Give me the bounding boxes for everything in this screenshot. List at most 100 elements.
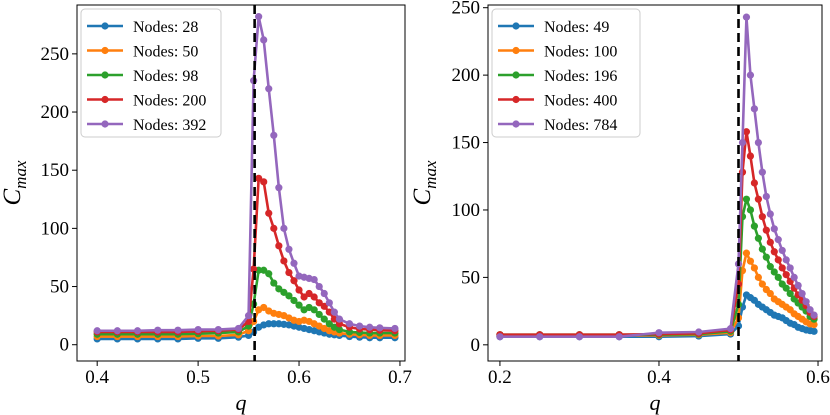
data-point xyxy=(305,289,313,298)
y-tick-label: 0 xyxy=(60,335,70,356)
data-point xyxy=(758,168,766,176)
data-point xyxy=(746,206,755,214)
data-point xyxy=(798,289,806,298)
data-point xyxy=(330,315,338,323)
x-tick-label: 0.4 xyxy=(85,367,109,388)
y-tick-label: 50 xyxy=(50,277,69,298)
data-point xyxy=(154,326,162,334)
data-point xyxy=(315,299,323,307)
data-point xyxy=(615,333,623,341)
data-point xyxy=(726,325,735,333)
data-point xyxy=(320,302,328,310)
legend-label: Nodes: 200 xyxy=(133,93,206,110)
data-point xyxy=(250,265,258,273)
x-tick-label: 0.7 xyxy=(388,367,412,388)
data-point xyxy=(290,296,298,305)
series-line xyxy=(97,177,395,334)
data-point xyxy=(270,279,278,287)
data-point xyxy=(762,226,770,234)
data-point xyxy=(265,320,273,328)
legend-label: Nodes: 98 xyxy=(133,68,198,85)
series-nodes-200 xyxy=(93,174,399,336)
data-point xyxy=(320,289,328,298)
data-point xyxy=(794,281,802,290)
data-point xyxy=(265,270,273,278)
data-point xyxy=(325,320,333,328)
data-point xyxy=(782,271,790,279)
data-point xyxy=(315,310,323,319)
data-point xyxy=(810,311,818,319)
data-point xyxy=(746,152,755,160)
data-point xyxy=(275,242,283,250)
data-point xyxy=(214,325,222,334)
plot-frame xyxy=(76,4,406,362)
y-axis-label: Cmax xyxy=(409,160,440,205)
legend-label: Nodes: 28 xyxy=(133,19,198,36)
data-point xyxy=(750,264,759,272)
data-point xyxy=(750,222,759,230)
data-point xyxy=(275,184,283,192)
data-point xyxy=(496,333,504,341)
data-point xyxy=(310,275,318,284)
data-point xyxy=(742,13,751,21)
data-point xyxy=(270,224,278,232)
data-point xyxy=(234,324,243,333)
data-point xyxy=(754,138,762,147)
data-point xyxy=(320,315,328,323)
legend-swatch-marker xyxy=(512,46,520,55)
data-point xyxy=(325,308,333,316)
legend-label: Nodes: 784 xyxy=(544,117,617,134)
y-tick-label: 150 xyxy=(41,160,70,181)
legend-swatch-marker xyxy=(512,22,520,30)
y-tick-label: 50 xyxy=(461,267,480,288)
data-point xyxy=(285,292,293,300)
data-point xyxy=(310,293,318,301)
data-point xyxy=(754,195,762,203)
data-point xyxy=(750,179,759,187)
data-point xyxy=(806,306,814,314)
legend-swatch-marker xyxy=(101,71,109,79)
legend-label: Nodes: 49 xyxy=(544,19,609,36)
x-tick-label: 0.6 xyxy=(806,367,830,388)
data-point xyxy=(285,245,293,253)
series-nodes-50 xyxy=(93,303,399,341)
data-point xyxy=(758,213,766,221)
data-point xyxy=(742,249,751,257)
data-point xyxy=(742,195,751,203)
legend-label: Nodes: 50 xyxy=(133,44,198,61)
data-point xyxy=(270,320,278,328)
left-chart-panel: 0.4 0.5 0.6 0.7 0 50 100 150 200 250 q Cmax Nodes: 2… xyxy=(0,4,412,415)
data-point xyxy=(695,328,703,336)
data-point xyxy=(778,246,786,255)
legend-swatch-marker xyxy=(101,22,109,30)
data-point xyxy=(810,327,818,335)
data-point xyxy=(260,36,268,44)
data-point xyxy=(300,293,308,301)
data-point xyxy=(790,273,798,281)
y-tick-label: 250 xyxy=(41,44,70,65)
data-point xyxy=(786,264,794,272)
data-point xyxy=(774,256,782,264)
data-point xyxy=(265,85,273,93)
data-point xyxy=(244,312,253,320)
data-point xyxy=(260,303,268,312)
data-point xyxy=(766,210,774,218)
data-point xyxy=(536,333,544,341)
legend-swatch-marker xyxy=(101,95,109,104)
legend: Nodes: 49 Nodes: 100 Nodes: 196 Nodes: 400 N… xyxy=(491,8,641,138)
data-point xyxy=(391,324,399,333)
data-point xyxy=(275,285,283,293)
data-point xyxy=(762,253,770,261)
data-point xyxy=(315,282,323,291)
legend-swatch-marker xyxy=(101,46,109,55)
y-tick-label: 150 xyxy=(452,133,481,154)
y-tick-label: 200 xyxy=(41,102,70,123)
data-point xyxy=(770,248,778,256)
data-point xyxy=(770,268,778,276)
data-point xyxy=(762,192,770,201)
y-axis-label-main: C xyxy=(0,189,26,206)
x-axis-label: q xyxy=(236,390,247,415)
data-point xyxy=(280,257,288,265)
data-point xyxy=(746,71,755,79)
data-point xyxy=(754,234,762,242)
